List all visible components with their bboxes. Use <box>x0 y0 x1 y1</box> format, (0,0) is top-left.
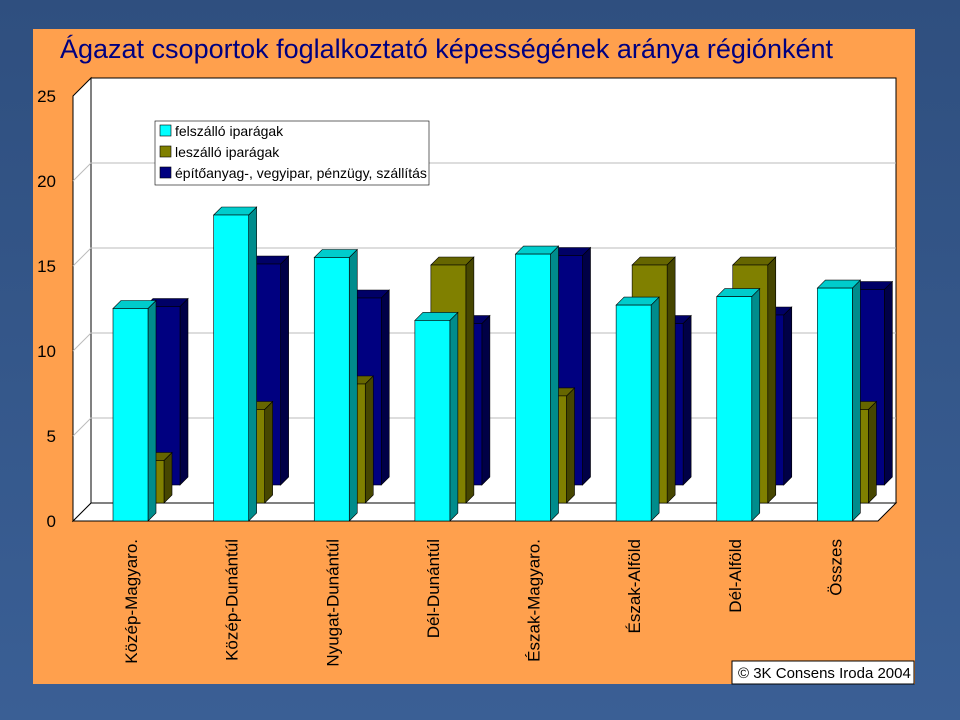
legend-swatch <box>159 145 172 158</box>
chart-title: Ágazat csoportok foglalkoztató képességé… <box>60 34 833 64</box>
bar-1 <box>313 248 358 522</box>
bar-1 <box>615 296 660 522</box>
credit-box: © 3K Consens Iroda 2004 <box>731 660 915 685</box>
y-tick-label: 10 <box>37 342 56 361</box>
y-axis-ticks: 0 5 10 15 20 25 <box>37 87 56 531</box>
chart-floor <box>71 502 898 522</box>
category-labels: Közép-Magyaro. Közép-Dunántúl Nyugat-Dunán… <box>122 539 845 667</box>
category-label: Dél-Dunántúl <box>424 539 443 638</box>
bar-1 <box>716 287 761 522</box>
y-tick-label: 15 <box>37 257 56 276</box>
legend-label: leszálló iparágak <box>175 144 280 160</box>
bar-1 <box>414 311 459 522</box>
legend-swatch <box>159 166 172 179</box>
category-label: Összes <box>826 539 845 596</box>
category-label: Dél-Alföld <box>726 539 745 613</box>
chart-side-wall <box>72 76 92 523</box>
bar-1 <box>112 299 157 522</box>
legend-label: felszálló iparágak <box>175 123 284 139</box>
legend-box <box>154 120 430 186</box>
category-label: Észak-Alföld <box>625 539 644 633</box>
y-tick-label: 25 <box>37 87 56 106</box>
legend-label: építőanyag-, vegyipar, pénzügy, szállítá… <box>175 165 427 181</box>
credit-text: © 3K Consens Iroda 2004 <box>738 665 911 682</box>
bar-1 <box>816 279 862 522</box>
legend-swatch <box>159 124 172 137</box>
y-tick-label: 0 <box>47 512 56 531</box>
bar-1 <box>212 206 258 522</box>
bar-1 <box>514 245 560 522</box>
category-label: Közép-Magyaro. <box>122 539 141 664</box>
y-tick-label: 5 <box>47 427 56 446</box>
category-label: Nyugat-Dunántúl <box>323 539 342 667</box>
y-tick-label: 20 <box>37 172 56 191</box>
bars <box>112 206 894 522</box>
category-label: Észak-Magyaro. <box>525 539 544 662</box>
gridline <box>72 162 896 182</box>
legend: felszálló iparágak leszálló iparágak építő… <box>154 120 430 186</box>
category-label: Közép-Dunántúl <box>223 539 242 661</box>
gridline <box>72 247 896 267</box>
